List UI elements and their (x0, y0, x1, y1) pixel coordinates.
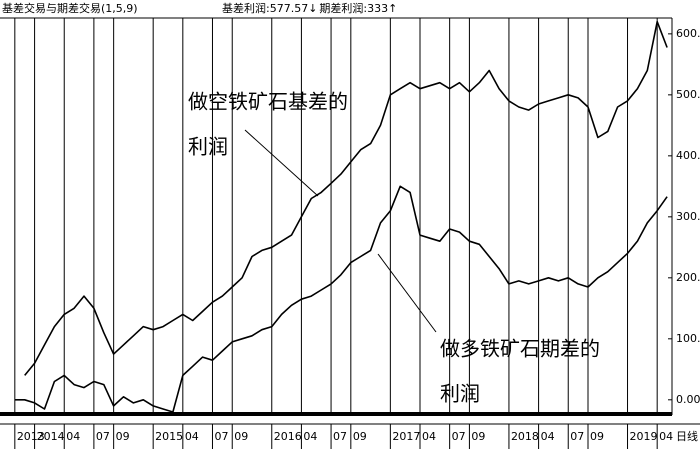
legend-name: 期差利润 (319, 1, 363, 15)
legend-name: 基差利润 (222, 1, 266, 15)
x-tick-label: 09 (116, 430, 130, 443)
y-tick-label: 200.00 (676, 271, 700, 284)
y-tick-label: 400.00 (676, 149, 700, 162)
x-tick-label: 04 (541, 430, 555, 443)
x-tick-label: 04 (66, 430, 80, 443)
annotation: 做空铁矿石基差的 (188, 90, 348, 114)
y-tick-label: 300.00 (676, 210, 700, 223)
x-tick-label: 07 (333, 430, 347, 443)
x-tick-label: 2014 (37, 430, 65, 443)
annotation-leader (377, 253, 437, 333)
x-tick-label: 04 (303, 430, 317, 443)
x-tick-label: 09 (353, 430, 367, 443)
period-label: 日线 (676, 429, 698, 443)
legend-value: :333↑ (363, 2, 397, 15)
y-tick-label: 600.00 (676, 27, 700, 40)
annotation: 做多铁矿石期差的 (440, 337, 600, 361)
x-tick-label: 04 (422, 430, 436, 443)
y-tick-label: 0.00 (676, 393, 700, 406)
x-tick-label: 07 (452, 430, 466, 443)
series-line (14, 185, 668, 413)
x-tick-label: 2017 (392, 430, 420, 443)
chart-title: 基差交易与期差交易(1,5,9) (2, 1, 138, 15)
x-tick-label: 09 (471, 430, 485, 443)
x-tick-label: 09 (234, 430, 248, 443)
series-line (24, 20, 668, 376)
x-tick-label: 2016 (274, 430, 302, 443)
annotation: 利润 (188, 135, 228, 159)
x-tick-label: 09 (590, 430, 604, 443)
x-tick-label: 04 (185, 430, 199, 443)
x-tick-label: 2018 (511, 430, 539, 443)
x-tick-label: 2015 (155, 430, 183, 443)
annotation-leader (244, 129, 319, 197)
x-tick-label: 04 (659, 430, 673, 443)
y-tick-label: 100.00 (676, 332, 700, 345)
x-tick-label: 07 (214, 430, 228, 443)
x-tick-label: 07 (96, 430, 110, 443)
x-tick-label: 07 (570, 430, 584, 443)
x-tick-label: 2013 (17, 430, 45, 443)
annotation: 利润 (440, 382, 480, 406)
x-tick-label: 2019 (630, 430, 658, 443)
legend-value: :577.57↓ (266, 2, 317, 15)
y-tick-label: 500.00 (676, 88, 700, 101)
x-axis-bar (0, 412, 672, 416)
